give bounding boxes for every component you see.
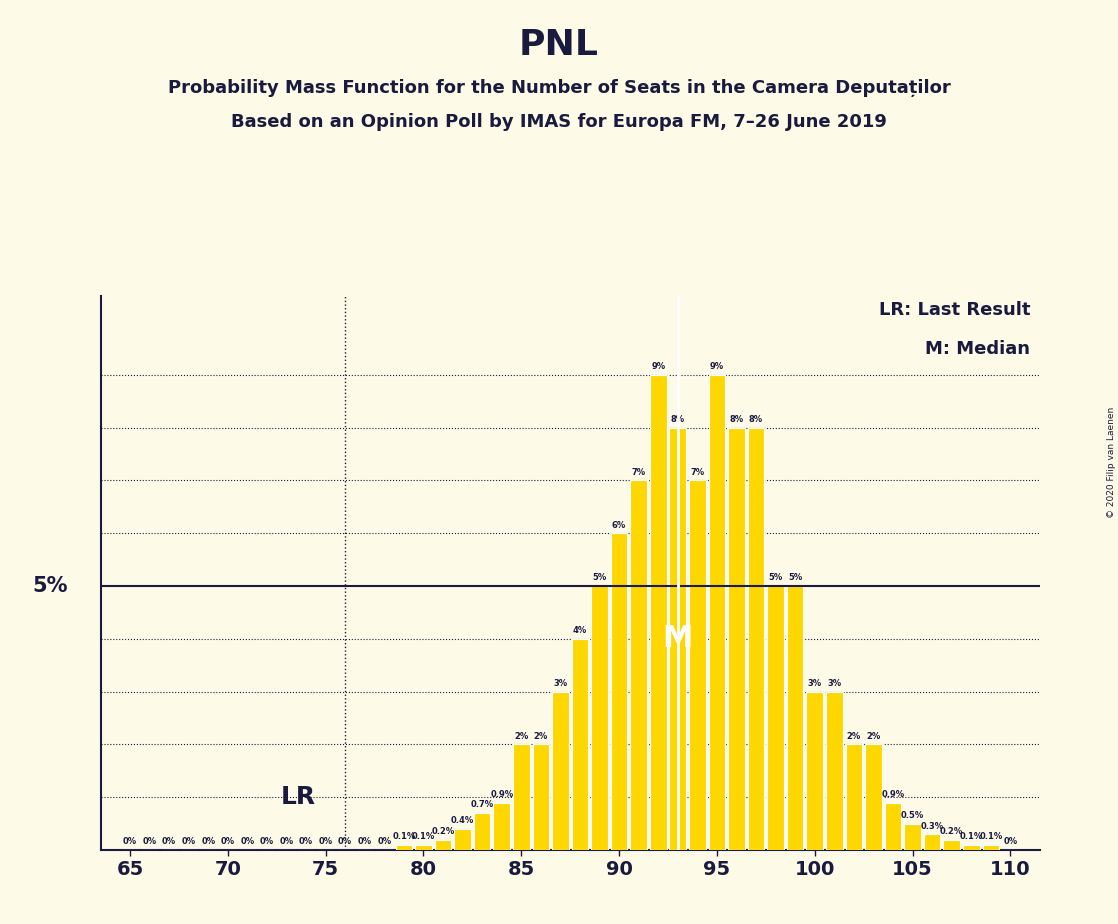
Text: 2%: 2% (533, 732, 548, 741)
Text: 3%: 3% (807, 679, 822, 688)
Text: 0%: 0% (377, 837, 391, 846)
Bar (845, 745, 862, 850)
Text: 0%: 0% (259, 837, 274, 846)
Bar (728, 428, 745, 850)
Text: 3%: 3% (827, 679, 842, 688)
Bar (826, 692, 843, 850)
Bar (532, 745, 549, 850)
Text: 0.5%: 0.5% (901, 811, 925, 820)
Text: 8%: 8% (729, 415, 743, 424)
Text: 0.1%: 0.1% (392, 833, 416, 841)
Bar (748, 428, 765, 850)
Text: 0%: 0% (181, 837, 196, 846)
Bar (944, 840, 960, 850)
Text: 0%: 0% (299, 837, 313, 846)
Bar (787, 586, 804, 850)
Text: 8%: 8% (749, 415, 764, 424)
Text: 3%: 3% (553, 679, 568, 688)
Bar (709, 375, 726, 850)
Text: 0.1%: 0.1% (959, 833, 983, 841)
Text: 0.2%: 0.2% (940, 827, 964, 836)
Text: 9%: 9% (651, 362, 665, 371)
Text: 0.3%: 0.3% (920, 821, 944, 831)
Text: 0%: 0% (123, 837, 138, 846)
Text: M: Median: M: Median (926, 340, 1031, 358)
Bar (983, 845, 999, 850)
Text: 9%: 9% (710, 362, 724, 371)
Text: 0.2%: 0.2% (432, 827, 455, 836)
Text: 0%: 0% (240, 837, 255, 846)
Bar (806, 692, 823, 850)
Bar (396, 845, 413, 850)
Text: 7%: 7% (632, 468, 646, 477)
Text: 0.1%: 0.1% (979, 833, 1003, 841)
Bar (474, 813, 491, 850)
Bar (571, 638, 588, 850)
Bar (904, 823, 921, 850)
Bar (631, 480, 647, 850)
Text: 2%: 2% (866, 732, 881, 741)
Text: 0%: 0% (319, 837, 333, 846)
Text: 0%: 0% (1003, 837, 1017, 846)
Text: 0%: 0% (338, 837, 352, 846)
Text: 6%: 6% (612, 520, 626, 529)
Text: LR: LR (281, 785, 315, 809)
Bar (689, 480, 705, 850)
Text: 5%: 5% (768, 574, 783, 582)
Text: 0%: 0% (280, 837, 294, 846)
Text: 0%: 0% (162, 837, 177, 846)
Bar (454, 829, 471, 850)
Bar (591, 586, 608, 850)
Text: 0.9%: 0.9% (490, 790, 513, 799)
Bar (415, 845, 432, 850)
Text: 0%: 0% (142, 837, 157, 846)
Text: 5%: 5% (32, 576, 68, 596)
Text: 2%: 2% (514, 732, 529, 741)
Text: 0.9%: 0.9% (881, 790, 904, 799)
Text: LR: Last Result: LR: Last Result (879, 301, 1031, 319)
Bar (435, 840, 452, 850)
Text: Probability Mass Function for the Number of Seats in the Camera Deputaților: Probability Mass Function for the Number… (168, 79, 950, 96)
Bar (493, 803, 510, 850)
Text: 0%: 0% (220, 837, 235, 846)
Text: © 2020 Filip van Laenen: © 2020 Filip van Laenen (1107, 407, 1116, 517)
Bar (610, 533, 627, 850)
Text: 2%: 2% (846, 732, 861, 741)
Bar (865, 745, 882, 850)
Bar (767, 586, 784, 850)
Text: Based on an Opinion Poll by IMAS for Europa FM, 7–26 June 2019: Based on an Opinion Poll by IMAS for Eur… (231, 113, 887, 130)
Text: 5%: 5% (593, 574, 607, 582)
Bar (963, 845, 979, 850)
Bar (650, 375, 666, 850)
Text: 5%: 5% (788, 574, 803, 582)
Bar (670, 428, 686, 850)
Text: M: M (663, 625, 693, 653)
Bar (513, 745, 530, 850)
Bar (552, 692, 569, 850)
Text: PNL: PNL (519, 28, 599, 62)
Text: 0.4%: 0.4% (451, 816, 474, 825)
Text: 0%: 0% (201, 837, 216, 846)
Text: 8%: 8% (671, 415, 685, 424)
Text: 4%: 4% (572, 626, 587, 635)
Bar (884, 803, 901, 850)
Bar (923, 834, 940, 850)
Text: 7%: 7% (690, 468, 704, 477)
Text: 0%: 0% (358, 837, 372, 846)
Text: 0.7%: 0.7% (471, 800, 494, 809)
Text: 0.1%: 0.1% (411, 833, 435, 841)
